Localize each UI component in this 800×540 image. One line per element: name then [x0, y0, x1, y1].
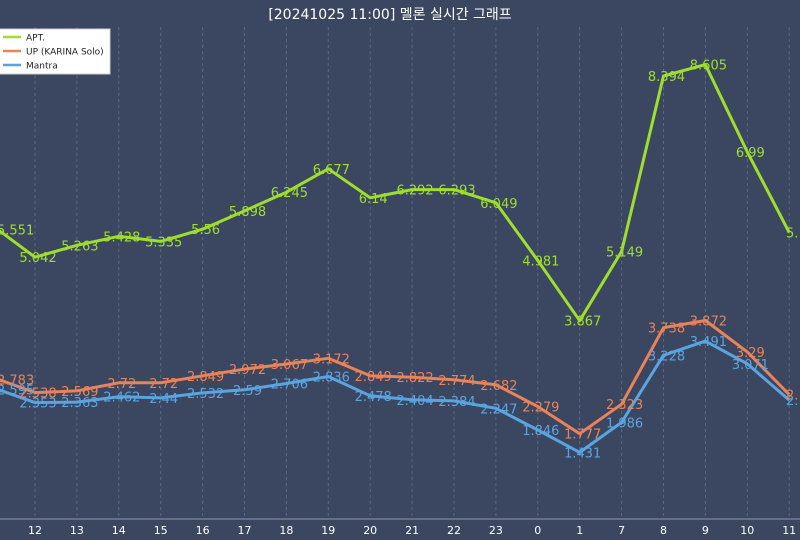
data-label: 3.872 — [690, 314, 727, 329]
data-label: 1.431 — [564, 446, 601, 461]
data-label: 2.72 — [149, 377, 178, 392]
data-label: 6.14 — [359, 192, 388, 207]
legend-entry: UP (KARINA Solo) — [26, 48, 104, 58]
data-label: 5.335 — [145, 235, 182, 250]
edge-data-label: 2.595 — [0, 384, 34, 399]
data-label: 6.049 — [480, 197, 517, 212]
x-tick-label: 19 — [321, 524, 335, 537]
data-label: 2.849 — [187, 370, 224, 385]
x-tick-label: 8 — [660, 524, 667, 537]
data-label: 1.777 — [564, 428, 601, 443]
x-tick-label: 21 — [405, 524, 419, 537]
data-label: 1.846 — [522, 424, 559, 439]
data-label: 8.605 — [690, 59, 727, 74]
edge-data-label: 5.551 — [0, 224, 34, 239]
legend: APT. UP (KARINA Solo) Mantra — [0, 28, 111, 75]
data-label: 3.867 — [564, 315, 601, 330]
x-tick-label: 16 — [196, 524, 210, 537]
data-label: 2.247 — [480, 402, 517, 417]
x-tick-label: 1 — [576, 524, 583, 537]
data-label: 2.822 — [396, 371, 433, 386]
data-label: 2.538 — [19, 387, 56, 402]
data-label: 2.384 — [438, 395, 475, 410]
data-label: 5. — [786, 226, 798, 241]
data-label: 2.682 — [480, 379, 517, 394]
x-tick-label: 15 — [154, 524, 168, 537]
x-tick-label: 17 — [238, 524, 252, 537]
data-label: 6.293 — [438, 184, 475, 199]
data-label: 2.363 — [61, 396, 98, 411]
data-label: 5.898 — [229, 205, 266, 220]
data-label: 6.677 — [313, 163, 350, 178]
data-label: 2.478 — [355, 390, 392, 405]
data-label: 2.353 — [19, 397, 56, 412]
data-label: 3.067 — [271, 358, 308, 373]
data-label: 3.29 — [736, 346, 765, 361]
series-line — [0, 63, 791, 323]
chart-title: [20241025 11:00] 멜론 실시간 그래프 — [268, 7, 511, 23]
data-label: 8.394 — [648, 70, 685, 85]
x-tick-label: 23 — [489, 524, 503, 537]
x-tick-label: 18 — [279, 524, 293, 537]
data-label: 6.245 — [271, 186, 308, 201]
x-tick-label: 10 — [740, 524, 754, 537]
data-label: 3.172 — [313, 352, 350, 367]
x-tick-label: 7 — [618, 524, 625, 537]
data-label: 2.279 — [522, 401, 559, 416]
legend-entry: APT. — [26, 34, 45, 44]
data-label: 5.56 — [191, 223, 220, 238]
data-label: 2.836 — [313, 370, 350, 385]
x-tick-label: 22 — [447, 524, 461, 537]
data-label: 2. — [786, 389, 798, 404]
data-label: 3.228 — [648, 349, 685, 364]
x-tick-label: 20 — [363, 524, 377, 537]
data-label: 5.428 — [103, 230, 140, 245]
data-label: 2.706 — [271, 378, 308, 393]
data-label: 2.462 — [103, 391, 140, 406]
data-label: 3.491 — [690, 335, 727, 350]
data-label: 2.404 — [396, 394, 433, 409]
x-tick-label: 13 — [70, 524, 84, 537]
data-label: 5.042 — [19, 251, 56, 266]
x-tick-label: 14 — [112, 524, 126, 537]
series-line — [0, 319, 791, 436]
data-label: 3.738 — [648, 322, 685, 337]
data-label: 2.849 — [355, 370, 392, 385]
x-tick-label: 12 — [28, 524, 42, 537]
data-label: 2.532 — [187, 387, 224, 402]
series-line — [0, 339, 791, 454]
data-label: 2.323 — [606, 398, 643, 413]
data-label: 2.72 — [107, 377, 136, 392]
data-label: 6.99 — [736, 146, 765, 161]
x-tick-label: 11 — [782, 524, 796, 537]
data-label: 1.986 — [606, 416, 643, 431]
data-label: 2.59 — [233, 384, 262, 399]
data-label: 3.071 — [732, 358, 769, 373]
data-label: 5.263 — [61, 239, 98, 254]
data-label: 2.569 — [61, 385, 98, 400]
edge-data-label: 2.783 — [0, 373, 34, 388]
data-label: 2.972 — [229, 363, 266, 378]
data-label: 2.774 — [438, 374, 475, 389]
data-label: 6.292 — [396, 184, 433, 199]
data-label: 4.981 — [522, 255, 559, 270]
data-label: 2. — [786, 394, 798, 409]
legend-entry: Mantra — [26, 62, 58, 72]
data-label: 5.149 — [606, 245, 643, 260]
x-tick-label: 0 — [534, 524, 541, 537]
x-tick-label: 9 — [702, 524, 709, 537]
data-label: 2.44 — [149, 392, 178, 407]
